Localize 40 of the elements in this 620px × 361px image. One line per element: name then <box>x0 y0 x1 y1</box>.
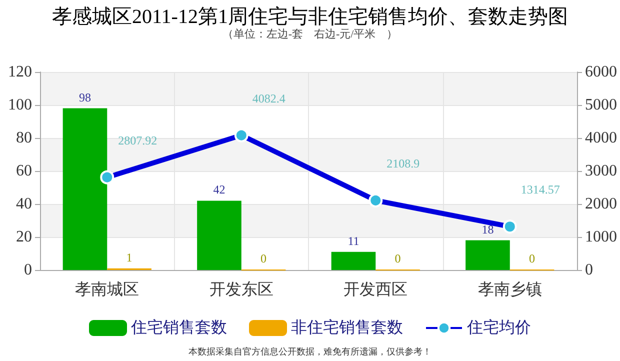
data-label: 0 <box>260 252 267 266</box>
y2-tick-label: 5000 <box>585 96 617 114</box>
x-tick-label: 孝南城区 <box>75 280 140 298</box>
data-label: 1314.57 <box>520 182 560 197</box>
y-tick-label: 100 <box>8 96 32 114</box>
x-tick-label: 孝南乡镇 <box>478 280 542 298</box>
y2-tick-label: 1000 <box>585 228 617 246</box>
y-tick-label: 0 <box>24 262 32 278</box>
data-label: 98 <box>78 90 91 104</box>
y-tick-label: 20 <box>16 228 32 246</box>
data-label: 0 <box>529 252 536 266</box>
y-tick-label: 60 <box>16 162 32 180</box>
x-tick-label: 开发东区 <box>209 280 274 298</box>
y2-tick-label: 6000 <box>585 64 617 80</box>
bar <box>197 200 242 270</box>
data-label: 0 <box>394 252 401 266</box>
legend-label: 住宅均价 <box>466 318 531 336</box>
bar <box>331 252 376 270</box>
data-label: 1 <box>126 250 132 264</box>
y-tick-label: 80 <box>16 130 32 146</box>
data-label: 11 <box>348 234 360 248</box>
y2-tick-label: 4000 <box>585 130 617 146</box>
legend-label: 非住宅销售套数 <box>291 318 403 336</box>
data-label: 2108.9 <box>386 156 420 170</box>
y-tick-label: 120 <box>8 64 32 80</box>
data-label: 2807.92 <box>118 133 158 148</box>
bar <box>62 108 108 270</box>
data-label: 18 <box>482 222 494 236</box>
y2-tick-label: 2000 <box>585 196 617 212</box>
chart-title: 孝感城区2011-12第1周住宅与非住宅销售均价、套数走势图 <box>52 5 568 28</box>
chart-subtitle: （单位：左边-套 右边-元/平米 ） <box>222 28 398 40</box>
y2-tick-label: 3000 <box>585 162 617 180</box>
data-label: 4082.4 <box>252 91 286 106</box>
x-tick-label: 开发西区 <box>344 282 408 298</box>
data-label: 42 <box>213 182 226 197</box>
y2-tick-label: 0 <box>585 262 593 278</box>
text: 本数据采集自官方信息公开数据，难免有所遗漏，仅供参考！ <box>188 346 432 358</box>
y-tick-label: 40 <box>16 196 32 212</box>
bar <box>466 240 510 270</box>
legend-label: 住宅销售套数 <box>130 318 227 336</box>
